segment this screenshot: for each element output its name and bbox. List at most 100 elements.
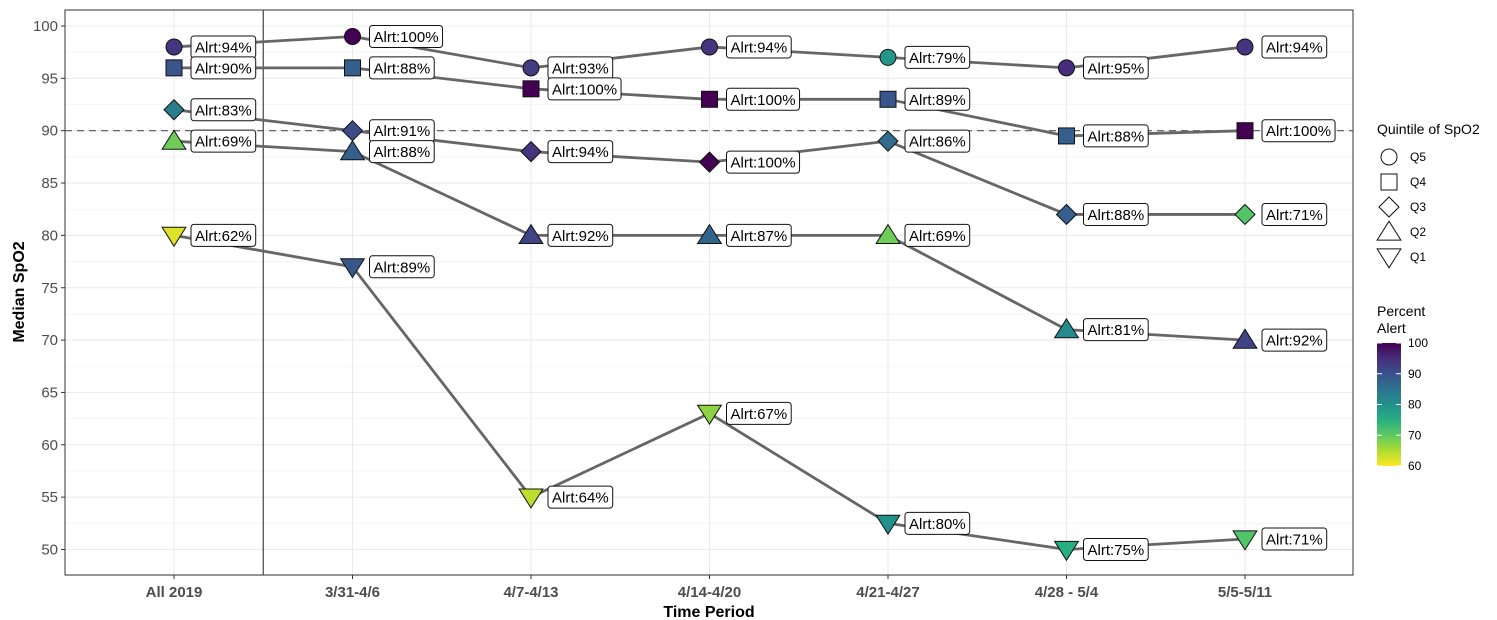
data-label-q5: Alrt:95% <box>1083 56 1149 80</box>
point-q2 <box>696 223 723 244</box>
legend-label: Q2 <box>1410 225 1426 239</box>
data-label-q2: Alrt:81% <box>1083 318 1149 342</box>
y-tick-label: 80 <box>41 227 58 244</box>
y-tick-label: 90 <box>41 123 58 140</box>
data-label-q4: Alrt:100% <box>547 77 622 101</box>
y-tick-label: 70 <box>41 332 58 349</box>
data-label-text: Alrt:91% <box>374 123 431 140</box>
x-tick-label: 4/7-4/13 <box>503 584 558 601</box>
x-axis-title: Time Period <box>663 604 754 620</box>
data-label-q3: Alrt:94% <box>547 140 614 164</box>
data-label-box <box>369 56 435 80</box>
point-q2 <box>1053 317 1080 339</box>
data-label-box <box>190 56 257 80</box>
data-label-text: Alrt:94% <box>731 39 788 56</box>
data-label-q4: Alrt:88% <box>369 56 435 80</box>
data-label-q1: Alrt:80% <box>904 511 971 535</box>
legend-shape-q5 <box>1380 148 1398 166</box>
data-label-text: Alrt:75% <box>1088 542 1145 559</box>
data-label-q3: Alrt:83% <box>190 98 257 122</box>
y-tick-label: 75 <box>41 280 58 297</box>
data-label-q1: Alrt:75% <box>1083 538 1149 561</box>
data-label-q2: Alrt:92% <box>1261 328 1328 352</box>
point-q3 <box>520 140 542 163</box>
data-label-box <box>369 24 444 48</box>
point-q3 <box>341 119 364 142</box>
data-label-box <box>904 129 971 153</box>
y-axis-title: Median SpO2 <box>11 241 28 342</box>
point-q2 <box>161 129 187 150</box>
point-q4 <box>701 90 718 108</box>
data-label-text: Alrt:67% <box>731 406 788 423</box>
data-label-q1: Alrt:89% <box>369 255 435 279</box>
legend-shape-items: Q5 Q4 Q3 Q2 Q1 <box>1376 148 1426 269</box>
data-label-q5: Alrt:94% <box>190 35 257 59</box>
data-label-text: Alrt:89% <box>374 259 431 276</box>
data-label-text: Alrt:71% <box>1266 532 1323 549</box>
point-q5 <box>879 48 897 66</box>
point-q5 <box>522 59 540 77</box>
legend-shape-q4 <box>1380 173 1398 191</box>
data-label-box <box>1083 202 1149 226</box>
data-label-q4: Alrt:88% <box>1083 124 1149 148</box>
legend-label: Q3 <box>1410 200 1426 214</box>
legend-color-title-2: Alert <box>1377 320 1406 336</box>
data-label-box <box>904 511 971 535</box>
data-label-text: Alrt:83% <box>195 102 252 119</box>
legend-color-title-1: Percent <box>1377 303 1425 319</box>
data-label-text: Alrt:89% <box>909 92 966 109</box>
point-q3 <box>1234 203 1256 226</box>
data-label-box <box>1261 35 1328 59</box>
data-label-box <box>726 87 801 111</box>
x-tick-label: 5/5-5/11 <box>1218 584 1272 601</box>
legend-shape-title: Quintile of SpO2 <box>1377 121 1480 137</box>
data-label-box <box>1261 119 1336 143</box>
y-tick-label: 60 <box>41 437 58 454</box>
data-label-q4: Alrt:100% <box>726 87 801 111</box>
data-labels: Alrt:94% Alrt:100% Alrt:93% Alrt:94% Alrt:79… <box>190 24 1336 561</box>
point-q1 <box>161 226 187 248</box>
data-label-text: Alrt:87% <box>731 228 788 245</box>
point-q3 <box>1055 203 1078 226</box>
data-label-text: Alrt:80% <box>909 516 966 533</box>
data-label-text: Alrt:100% <box>731 92 796 109</box>
data-label-box <box>1261 527 1328 551</box>
data-label-box <box>904 223 971 247</box>
data-label-q5: Alrt:79% <box>904 45 971 69</box>
point-q3 <box>698 151 721 173</box>
data-label-box <box>190 129 257 153</box>
data-label-box <box>547 140 614 164</box>
y-tick-label: 55 <box>41 489 58 506</box>
point-q5 <box>344 27 361 45</box>
data-label-q5: Alrt:93% <box>547 56 614 80</box>
legend-item-q5: Q5 <box>1380 148 1426 166</box>
point-q1 <box>1053 540 1080 562</box>
x-axis: All 2019 3/31-4/6 4/7-4/13 4/14-4/20 4/21-4/… <box>146 575 1272 601</box>
data-label-box <box>904 87 971 111</box>
legend-item-q2: Q2 <box>1376 220 1426 241</box>
y-tick-label: 100 <box>33 18 58 35</box>
data-label-text: Alrt:79% <box>909 50 966 67</box>
colorbar-tick-label: 100 <box>1408 336 1428 350</box>
legend-item-q3: Q3 <box>1378 196 1426 218</box>
data-label-q3: Alrt:86% <box>904 129 971 153</box>
data-label-box <box>726 223 792 247</box>
y-axis: 50 55 60 65 70 75 80 85 90 95 100 <box>33 18 65 559</box>
data-label-q1: Alrt:71% <box>1261 527 1328 551</box>
legend-colorbar: 100 90 80 70 60 <box>1377 336 1428 473</box>
point-q1 <box>518 488 544 509</box>
data-label-text: Alrt:92% <box>552 228 609 245</box>
data-label-box <box>190 223 257 247</box>
data-label-q3: Alrt:91% <box>369 119 435 143</box>
colorbar-tick-label: 70 <box>1408 428 1422 442</box>
data-label-text: Alrt:100% <box>552 81 617 98</box>
data-label-text: Alrt:94% <box>1266 39 1323 56</box>
data-label-box <box>726 150 801 174</box>
data-label-text: Alrt:93% <box>552 60 609 77</box>
data-label-box <box>904 45 971 69</box>
legend-shape-q3 <box>1378 196 1400 218</box>
data-label-text: Alrt:92% <box>1266 333 1323 350</box>
data-label-q2: Alrt:87% <box>726 223 792 247</box>
data-label-q3: Alrt:88% <box>1083 202 1149 226</box>
point-q3 <box>163 99 185 121</box>
